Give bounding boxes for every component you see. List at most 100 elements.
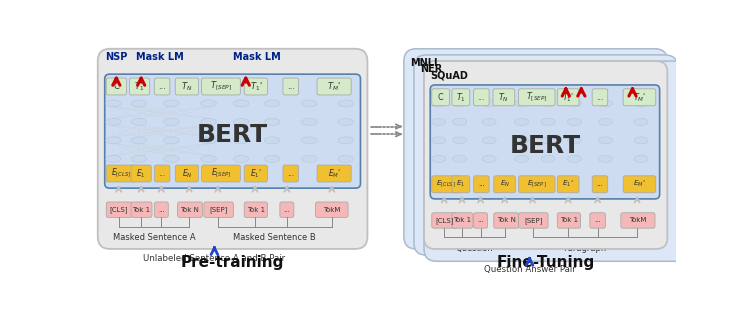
Text: $T_N$: $T_N$ [181,80,192,93]
Ellipse shape [432,137,446,144]
Ellipse shape [164,155,179,162]
FancyBboxPatch shape [107,202,132,217]
FancyBboxPatch shape [107,165,136,182]
Text: Question: Question [456,244,493,253]
Ellipse shape [234,137,249,144]
Text: Mask LM: Mask LM [136,52,184,62]
Ellipse shape [634,100,648,107]
Text: Tok 1: Tok 1 [454,217,472,224]
Ellipse shape [201,137,216,144]
FancyBboxPatch shape [590,213,605,228]
Text: ...: ... [287,169,294,178]
Ellipse shape [105,137,121,144]
Ellipse shape [264,137,280,144]
Ellipse shape [453,155,466,162]
FancyBboxPatch shape [493,176,515,193]
Text: $E_{[CLS]}$: $E_{[CLS]}$ [110,167,131,180]
Text: $T_1$': $T_1$' [249,80,262,93]
Text: TokM: TokM [323,207,340,213]
Text: ...: ... [596,93,604,102]
Ellipse shape [105,155,121,162]
Text: ...: ... [158,207,164,213]
FancyBboxPatch shape [244,165,267,182]
FancyBboxPatch shape [204,202,234,217]
Text: ...: ... [287,82,294,91]
FancyBboxPatch shape [557,176,579,193]
Ellipse shape [514,155,529,162]
Text: MNLI: MNLI [410,58,438,68]
Ellipse shape [201,100,216,107]
FancyBboxPatch shape [201,165,240,182]
FancyBboxPatch shape [621,213,655,228]
Text: $T_{[SEP]}$: $T_{[SEP]}$ [210,80,232,93]
Ellipse shape [131,155,146,162]
Text: Fine-Tuning: Fine-Tuning [496,255,595,270]
Text: Masked Sentence B: Masked Sentence B [234,233,316,242]
Text: Paragraph: Paragraph [563,244,607,253]
Ellipse shape [234,155,249,162]
Text: $E_M$': $E_M$' [327,167,341,180]
FancyBboxPatch shape [131,202,152,217]
Ellipse shape [599,155,612,162]
Text: C: C [438,93,444,102]
Text: NSP: NSP [105,52,128,62]
Ellipse shape [453,118,466,125]
Text: $T_N$: $T_N$ [499,91,509,104]
Ellipse shape [338,155,354,162]
Text: Tok N: Tok N [180,207,200,213]
Ellipse shape [541,118,555,125]
Ellipse shape [482,137,496,144]
Ellipse shape [131,100,146,107]
FancyBboxPatch shape [623,89,656,106]
FancyBboxPatch shape [557,89,579,106]
Ellipse shape [264,100,280,107]
Ellipse shape [338,118,354,125]
FancyBboxPatch shape [452,89,469,106]
FancyBboxPatch shape [557,213,581,228]
FancyBboxPatch shape [283,165,298,182]
FancyBboxPatch shape [177,202,202,217]
Ellipse shape [453,137,466,144]
Ellipse shape [234,118,249,125]
Text: Tok N: Tok N [496,217,516,224]
FancyBboxPatch shape [107,78,126,95]
Ellipse shape [482,100,496,107]
Text: Pre-training: Pre-training [181,255,285,270]
Text: Tok 1: Tok 1 [132,207,151,213]
FancyBboxPatch shape [593,176,608,193]
FancyBboxPatch shape [283,78,298,95]
Text: BERT: BERT [197,123,268,147]
FancyBboxPatch shape [593,89,608,106]
FancyBboxPatch shape [317,78,351,95]
Ellipse shape [302,137,317,144]
FancyBboxPatch shape [131,165,151,182]
Ellipse shape [514,137,529,144]
FancyBboxPatch shape [201,78,240,95]
FancyBboxPatch shape [404,49,668,249]
Text: $E_N$: $E_N$ [182,167,192,180]
Ellipse shape [131,137,146,144]
FancyBboxPatch shape [474,213,487,228]
Ellipse shape [599,137,612,144]
Text: [SEP]: [SEP] [210,206,228,213]
Text: TokM: TokM [629,217,647,224]
Ellipse shape [541,137,555,144]
Ellipse shape [302,100,317,107]
FancyBboxPatch shape [154,202,168,217]
Text: C: C [113,82,119,91]
Ellipse shape [164,100,179,107]
Ellipse shape [634,155,648,162]
Ellipse shape [568,137,581,144]
Text: Tok 1: Tok 1 [560,217,578,224]
Text: ...: ... [594,217,601,224]
Ellipse shape [541,155,555,162]
Text: SQuAD: SQuAD [430,70,468,80]
FancyBboxPatch shape [493,213,519,228]
Ellipse shape [264,118,280,125]
Ellipse shape [514,100,529,107]
FancyBboxPatch shape [519,213,548,228]
Text: $T_1$: $T_1$ [456,91,466,104]
Text: ...: ... [478,181,484,187]
Text: NER: NER [420,64,442,74]
Text: Unlabeled Sentence A and B Pair: Unlabeled Sentence A and B Pair [143,254,285,263]
